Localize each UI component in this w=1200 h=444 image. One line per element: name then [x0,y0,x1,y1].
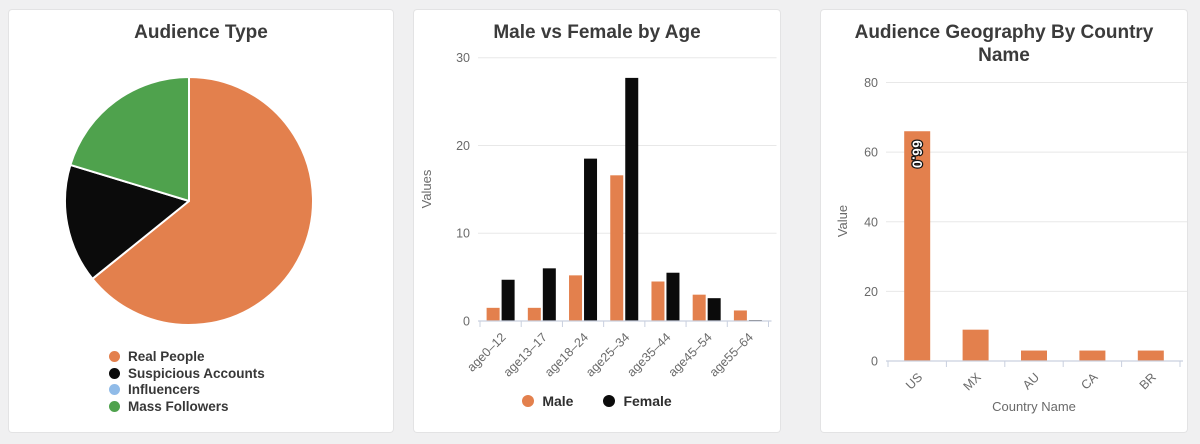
bar-female-age13-17[interactable] [542,268,556,321]
legend-swatch-suspicious-accounts [109,367,120,379]
legend-swatch-male [522,395,535,407]
pie-slice-suspicious-accounts[interactable] [64,163,190,280]
legend-item-suspicious-accounts[interactable]: Suspicious Accounts [109,365,265,381]
y-axis-title: Values [419,169,434,208]
y-tick-label: 10 [456,227,470,241]
bar-au[interactable] [1021,350,1047,361]
pie-slice-real-people[interactable] [91,76,315,326]
audience-type-title: Audience Type [134,22,268,43]
y-tick-label: 80 [864,76,878,90]
legend-item-influencers[interactable]: Influencers [109,383,265,397]
bar-ca[interactable] [1079,350,1106,361]
x-category-label-age55-64: age55–64 [707,330,756,379]
bar-female-age45-54[interactable] [707,298,721,321]
x-category-label-age35-44: age35–44 [624,330,673,379]
legend-swatch-influencers [109,384,120,396]
geography-card: Audience Geography By Country Name 0 20 40… [821,10,1187,432]
male-female-age-chart: 0102030age0–12age13–17age18–24age25–34ag… [419,51,777,379]
legend-label: Mass Followers [128,398,229,414]
x-category-label-age45-54: age45–54 [666,330,715,379]
bar-mx[interactable] [962,329,989,361]
legend-item-female[interactable]: Female [603,393,672,409]
y-tick-label: 60 [864,146,878,160]
audience-type-legend: Real People Suspicious Accounts Influencer… [109,350,265,416]
legend-label: Male [542,393,574,409]
y-tick-label: 0 [463,315,470,329]
y-tick-label: 20 [864,285,878,299]
audience-type-card: Audience Type Real People Suspicious Acco… [9,10,393,432]
bar-female-age35-44[interactable] [666,272,680,321]
legend-swatch-real-people [109,351,120,363]
x-category-label-br: BR [1137,370,1159,392]
bar-male-age35-44[interactable] [651,281,665,322]
bar-male-age25-34[interactable] [610,175,624,321]
bar-value-label-us: 66.0 [910,140,925,168]
legend-item-real-people[interactable]: Real People [109,350,265,364]
male-female-age-title: Male vs Female by Age [493,22,701,43]
legend-label: Suspicious Accounts [128,365,265,381]
audience-type-pie-chart [64,76,315,326]
bar-male-age13-17[interactable] [527,307,541,321]
bar-female-age25-34[interactable] [625,77,639,321]
bar-us[interactable] [904,131,931,361]
geography-bar-chart: 0 20 40 60 80 66.0 US MX AU CA BR Value Country Name [835,76,1187,414]
bar-male-age45-54[interactable] [692,294,706,321]
pie-slice-mass-followers[interactable] [69,76,190,202]
x-category-label-age13-17: age13–17 [501,330,550,379]
male-female-age-card: Male vs Female by Age 0 10 20 30 age0–12 age1… [414,10,780,432]
bar-male-age0-12[interactable] [486,307,500,321]
legend-item-male[interactable]: Male [522,393,573,409]
x-category-label-au: AU [1020,370,1042,392]
bar-br[interactable] [1137,350,1164,361]
bar-male-age55-64[interactable] [733,310,747,321]
bar-female-age0-12[interactable] [501,279,515,321]
legend-label: Female [623,393,672,409]
legend-swatch-female [603,395,616,407]
bar-female-age18-24[interactable] [584,158,598,321]
legend-label: Real People [128,349,205,364]
geography-title: Audience Geography By Country Name [854,22,1154,67]
legend-swatch-mass-followers [109,400,120,412]
bar-male-age18-24[interactable] [569,275,583,321]
y-tick-label: 40 [864,215,878,229]
y-axis-title: Value [835,205,850,237]
legend-item-mass-followers[interactable]: Mass Followers [109,398,265,414]
x-category-label-us: US [903,370,925,392]
x-category-label-age25-34: age25–34 [583,330,632,379]
y-tick-label: 0 [871,355,878,369]
x-axis-title: Country Name [992,399,1076,414]
y-tick-label: 30 [456,51,470,65]
legend-label: Influencers [128,382,201,397]
x-category-label-mx: MX [961,370,985,394]
male-female-legend: Male Female [414,393,780,409]
x-category-label-ca: CA [1078,370,1101,393]
x-category-label-age18-24: age18–24 [542,330,591,379]
y-tick-label: 20 [456,139,470,153]
